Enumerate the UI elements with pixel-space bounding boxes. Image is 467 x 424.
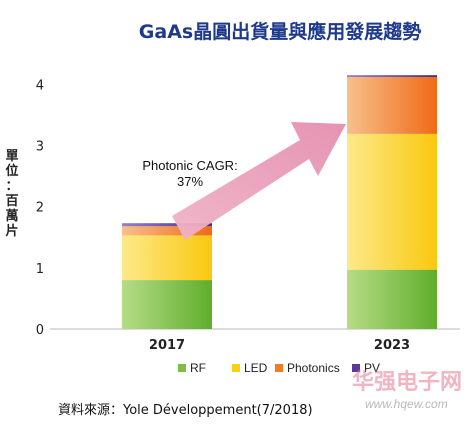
legend-swatch-pv	[352, 364, 360, 372]
bar-2023-led	[347, 133, 437, 270]
y-axis-ticks: 0 1 2 3 4	[36, 78, 44, 338]
legend-label-pv: PV	[364, 361, 380, 375]
y-tick-label: 1	[36, 262, 44, 277]
cagr-annotation-line1: Photonic CAGR:	[142, 158, 237, 173]
cagr-annotation-line2: 37%	[177, 174, 203, 189]
watermark-text: 华强电子网	[352, 369, 462, 395]
svg-text:單位：百萬片: 單位：百萬片	[5, 149, 18, 239]
growth-arrow	[172, 122, 346, 240]
legend-swatch-photonics	[275, 364, 283, 372]
watermark: 华强电子网 www.hqew.com	[352, 369, 462, 411]
bar-2017-photonics	[122, 226, 212, 236]
bar-2017-pv	[122, 223, 212, 227]
chart-title: GaAs晶圓出貨量與應用發展趨勢	[139, 20, 421, 43]
legend-label-rf: RF	[190, 361, 206, 375]
y-tick-label: 2	[36, 201, 44, 216]
y-axis-label: 單位：百萬片	[5, 149, 18, 239]
legend-label-led: LED	[244, 361, 268, 375]
bars	[122, 75, 437, 329]
watermark-url: www.hqew.com	[365, 397, 448, 411]
source-note: 資料來源：Yole Développement(7/2018)	[58, 403, 313, 418]
bar-2017-rf	[122, 280, 212, 329]
x-tick-label: 2017	[149, 338, 185, 353]
bar-2017-led	[122, 235, 212, 281]
y-tick-label: 4	[36, 78, 44, 93]
bar-2023-rf	[347, 269, 437, 329]
y-tick-label: 0	[36, 323, 44, 338]
legend: RF LED Photonics PV	[178, 361, 380, 375]
legend-label-photonics: Photonics	[287, 361, 340, 375]
legend-swatch-led	[232, 364, 240, 372]
bar-2023-pv	[347, 75, 437, 78]
bar-2023-photonics	[347, 77, 437, 134]
x-tick-label: 2023	[374, 338, 410, 353]
y-tick-label: 3	[36, 140, 44, 155]
x-axis-ticks: 2017 2023	[149, 338, 410, 353]
legend-swatch-rf	[178, 364, 186, 372]
